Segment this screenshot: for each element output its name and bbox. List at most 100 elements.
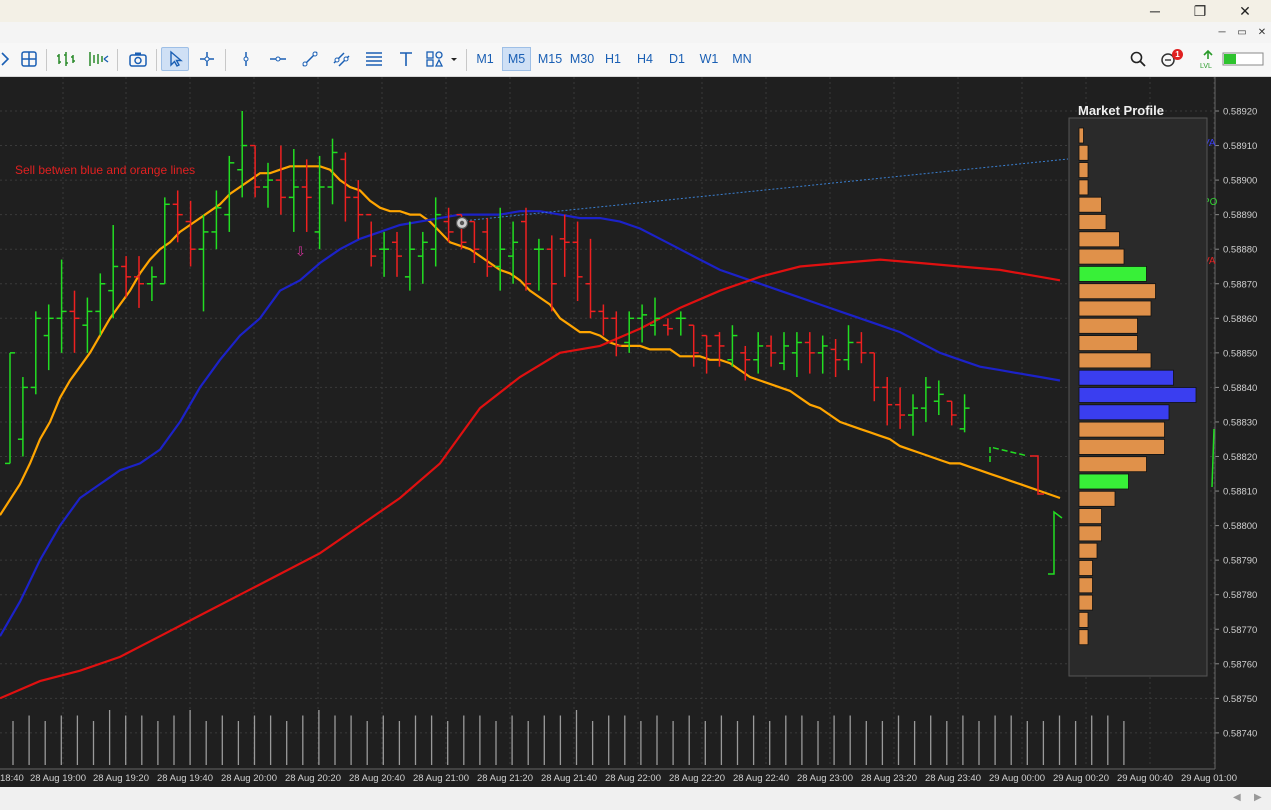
profile-bar-normal: [1078, 525, 1102, 542]
timeframe-h4[interactable]: H4: [637, 52, 653, 66]
timeframe-h1[interactable]: H1: [605, 52, 621, 66]
price-label: 0.58830: [1223, 417, 1257, 428]
profile-bar-normal: [1078, 214, 1107, 230]
close-window-button[interactable]: ✕: [1239, 2, 1251, 19]
chart-canvas: 0.58920 0.58910 0.58900 0.58890 0.58880 0.588…: [0, 77, 1271, 787]
window-titlebar: ─ ❐ ✕: [0, 0, 1271, 22]
profile-bar-normal: [1078, 317, 1138, 334]
price-label: 0.58920: [1223, 107, 1257, 118]
candlestick-icon[interactable]: [85, 47, 111, 71]
timeframe-m30[interactable]: M30: [569, 52, 595, 66]
trend-line-icon[interactable]: [297, 47, 323, 71]
level-icon[interactable]: LVL: [1196, 47, 1220, 71]
timeframe-w1[interactable]: W1: [699, 52, 719, 66]
mdi-bar: ─ ▭ ✕: [0, 22, 1271, 44]
time-label: 28 Aug 23:00: [797, 773, 853, 784]
price-label: 0.58780: [1223, 590, 1257, 601]
price-label: 0.58820: [1223, 452, 1257, 463]
profile-bar-va: [1078, 473, 1129, 490]
timeframe-mn[interactable]: MN: [732, 52, 752, 66]
chart-close-button[interactable]: ✕: [1257, 27, 1267, 38]
ohlc-bar: [1211, 428, 1215, 488]
restore-window-button[interactable]: ❐: [1193, 2, 1207, 19]
profile-bar-normal: [1078, 127, 1084, 144]
price-label: 0.58850: [1223, 348, 1257, 359]
ohlc-bar: [989, 446, 1029, 462]
price-label: 0.58750: [1223, 694, 1257, 705]
profile-bar-normal: [1078, 577, 1093, 594]
vertical-line-icon[interactable]: [233, 47, 259, 71]
time-label: 28 Aug 23:20: [861, 773, 917, 784]
ma-mid-line: [0, 210, 1061, 637]
profile-bar-normal: [1078, 612, 1089, 628]
time-label: 18:40: [0, 773, 24, 784]
toolbar-separator: [156, 49, 157, 71]
profile-bar-normal: [1078, 352, 1152, 369]
price-label: 0.58810: [1223, 487, 1257, 498]
sell-annotation: Sell betwen blue and orange lines: [15, 163, 195, 177]
notification-count-badge: 1: [1172, 49, 1183, 60]
toolbar-separator: [466, 49, 467, 71]
profile-bar-normal: [1078, 144, 1089, 161]
text-icon[interactable]: [393, 47, 419, 71]
horizontal-line-icon[interactable]: [265, 47, 291, 71]
minimize-window-button[interactable]: ─: [1150, 3, 1160, 19]
trend-line-dotted: [461, 158, 1069, 222]
profile-bar-normal: [1078, 594, 1093, 611]
svg-text:LVL: LVL: [1200, 63, 1212, 69]
notifications-icon[interactable]: [1156, 47, 1180, 71]
price-chart[interactable]: 0.58920 0.58910 0.58900 0.58890 0.58880 0.588…: [0, 77, 1271, 787]
time-label: 28 Aug 20:20: [285, 773, 341, 784]
time-label: 28 Aug 19:40: [157, 773, 213, 784]
profile-bar-normal: [1078, 508, 1102, 525]
profile-edge-label: VA: [1203, 256, 1216, 267]
profile-bar-poc: [1078, 404, 1170, 421]
timeframe-d1[interactable]: D1: [669, 52, 685, 66]
time-label: 28 Aug 19:20: [93, 773, 149, 784]
time-label: 28 Aug 23:40: [925, 773, 981, 784]
scroll-right-icon[interactable]: ▶: [1254, 792, 1262, 803]
time-label: 29 Aug 00:40: [1117, 773, 1173, 784]
profile-edge-label: VA: [1203, 138, 1216, 149]
time-label: 28 Aug 21:20: [477, 773, 533, 784]
new-chart-icon[interactable]: [0, 47, 10, 71]
profile-bar-normal: [1078, 300, 1152, 317]
profile-bar-normal: [1078, 162, 1089, 178]
profile-bar-normal: [1078, 231, 1120, 248]
timeframe-m5[interactable]: M5: [502, 47, 531, 71]
tile-windows-icon[interactable]: [17, 47, 41, 71]
price-label: 0.58860: [1223, 314, 1257, 325]
chart-background: [0, 77, 1271, 787]
timeframe-m1[interactable]: M1: [476, 52, 494, 66]
price-label: 0.58760: [1223, 659, 1257, 670]
profile-bar-va: [1078, 265, 1147, 282]
search-icon[interactable]: [1126, 47, 1150, 71]
time-label: 29 Aug 01:00: [1181, 773, 1237, 784]
crosshair-icon[interactable]: [194, 47, 220, 71]
chart-restore-button[interactable]: ▭: [1237, 27, 1247, 38]
price-label: 0.58880: [1223, 245, 1257, 256]
toolbar-separator: [46, 49, 47, 71]
status-bar: ◀ ▶: [0, 787, 1271, 810]
profile-bar-normal: [1078, 196, 1102, 213]
profile-bar-normal: [1078, 438, 1165, 455]
price-label: 0.58740: [1223, 728, 1257, 739]
channel-icon[interactable]: [329, 47, 355, 71]
profile-bar-normal: [1078, 560, 1093, 576]
time-label: 28 Aug 20:40: [349, 773, 405, 784]
timeframe-m15[interactable]: M15: [537, 52, 563, 66]
profile-bar-normal: [1078, 629, 1089, 646]
shapes-icon[interactable]: [424, 47, 460, 71]
cursor-icon[interactable]: [161, 47, 189, 71]
fibonacci-icon[interactable]: [361, 47, 387, 71]
time-label: 28 Aug 21:00: [413, 773, 469, 784]
profile-bar-normal: [1078, 248, 1125, 265]
bar-chart-icon[interactable]: [53, 47, 79, 71]
scroll-left-icon[interactable]: ◀: [1233, 792, 1241, 803]
price-label: 0.58870: [1223, 279, 1257, 290]
chart-minimize-button[interactable]: ─: [1218, 27, 1226, 38]
profile-bar-normal: [1078, 490, 1116, 507]
screenshot-icon[interactable]: [125, 47, 151, 71]
ma-fast-line: [0, 165, 1061, 516]
price-label: 0.58770: [1223, 625, 1257, 636]
